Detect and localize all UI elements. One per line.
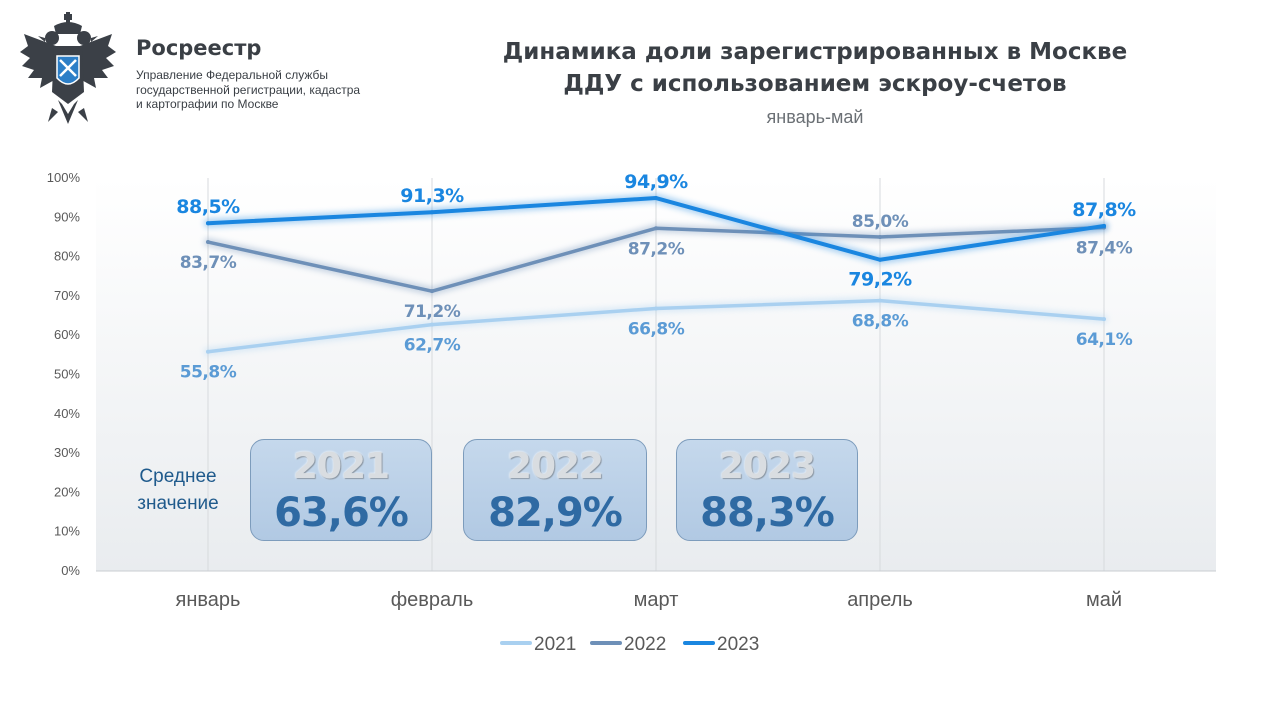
average-value: 63,6% xyxy=(274,490,409,536)
series-2023-point xyxy=(1102,223,1106,228)
data-label-2021: 55,8% xyxy=(180,363,237,383)
series-2021-point xyxy=(1102,317,1106,322)
average-value: 88,3% xyxy=(700,490,835,536)
data-label-2022: 85,0% xyxy=(852,212,909,232)
series-2023-point xyxy=(430,210,434,215)
series-2023-point xyxy=(206,221,210,226)
x-tick-label: февраль xyxy=(391,589,474,611)
legend-label-2021: 2021 xyxy=(534,634,576,655)
average-box-2021: 2021 63,6% xyxy=(250,439,432,541)
series-2022-point xyxy=(206,240,210,245)
x-tick-label: январь xyxy=(176,589,241,611)
data-label-2022: 87,4% xyxy=(1076,239,1133,259)
org-name: Росреестр xyxy=(136,36,262,60)
x-tick-label: март xyxy=(634,589,679,611)
average-box-2023: 2023 88,3% xyxy=(676,439,858,541)
data-label-2023: 79,2% xyxy=(848,269,912,291)
y-tick-label: 40% xyxy=(54,406,80,421)
chart-title: Динамика доли зарегистрированных в Москв… xyxy=(470,36,1160,100)
org-subtitle: Управление Федеральной службы государств… xyxy=(136,68,361,111)
chart-title-line-1: Динамика доли зарегистрированных в Москв… xyxy=(502,39,1128,65)
data-label-2022: 87,2% xyxy=(628,239,685,259)
series-2021-point xyxy=(206,349,210,354)
y-tick-label: 10% xyxy=(54,524,80,539)
data-label-2021: 64,1% xyxy=(1076,330,1133,350)
average-box-2022: 2022 82,9% xyxy=(463,439,647,541)
y-tick-label: 90% xyxy=(54,209,80,224)
series-2021-point xyxy=(878,298,882,303)
series-2021-point xyxy=(430,322,434,327)
data-label-2021: 66,8% xyxy=(628,319,685,339)
x-tick-label: апрель xyxy=(847,589,913,611)
chart-title-line-2: ДДУ с использованием эскроу-счетов xyxy=(563,71,1067,97)
data-label-2023: 88,5% xyxy=(176,196,240,218)
data-label-2021: 62,7% xyxy=(404,336,461,356)
series-2023-point xyxy=(878,257,882,262)
y-tick-label: 80% xyxy=(54,249,80,264)
series-2022-point xyxy=(878,234,882,239)
series-2022-point xyxy=(654,226,658,231)
average-label: Среднее значение xyxy=(137,466,219,514)
average-year: 2022 xyxy=(506,446,604,487)
y-tick-label: 100% xyxy=(47,170,81,185)
y-tick-label: 0% xyxy=(61,563,80,578)
y-tick-label: 50% xyxy=(54,367,80,382)
data-label-2023: 91,3% xyxy=(400,185,464,207)
series-2021-point xyxy=(654,306,658,311)
y-tick-label: 70% xyxy=(54,288,80,303)
legend-label-2023: 2023 xyxy=(717,634,759,655)
rosreestr-eagle-logo xyxy=(20,12,116,124)
data-label-2022: 83,7% xyxy=(180,253,237,273)
chart-subtitle: январь-май xyxy=(766,107,864,127)
x-tick-label: май xyxy=(1086,589,1122,611)
average-value: 82,9% xyxy=(488,490,623,536)
data-label-2023: 87,8% xyxy=(1072,199,1136,221)
y-tick-label: 30% xyxy=(54,445,80,460)
series-2023-point xyxy=(654,196,658,201)
average-year: 2021 xyxy=(292,446,390,487)
y-tick-label: 20% xyxy=(54,484,80,499)
series-2022-point xyxy=(430,289,434,294)
average-year: 2023 xyxy=(718,446,816,487)
legend-label-2022: 2022 xyxy=(624,634,666,655)
data-label-2023: 94,9% xyxy=(624,171,688,193)
y-tick-label: 60% xyxy=(54,327,80,342)
data-label-2022: 71,2% xyxy=(404,302,461,322)
data-label-2021: 68,8% xyxy=(852,312,909,332)
